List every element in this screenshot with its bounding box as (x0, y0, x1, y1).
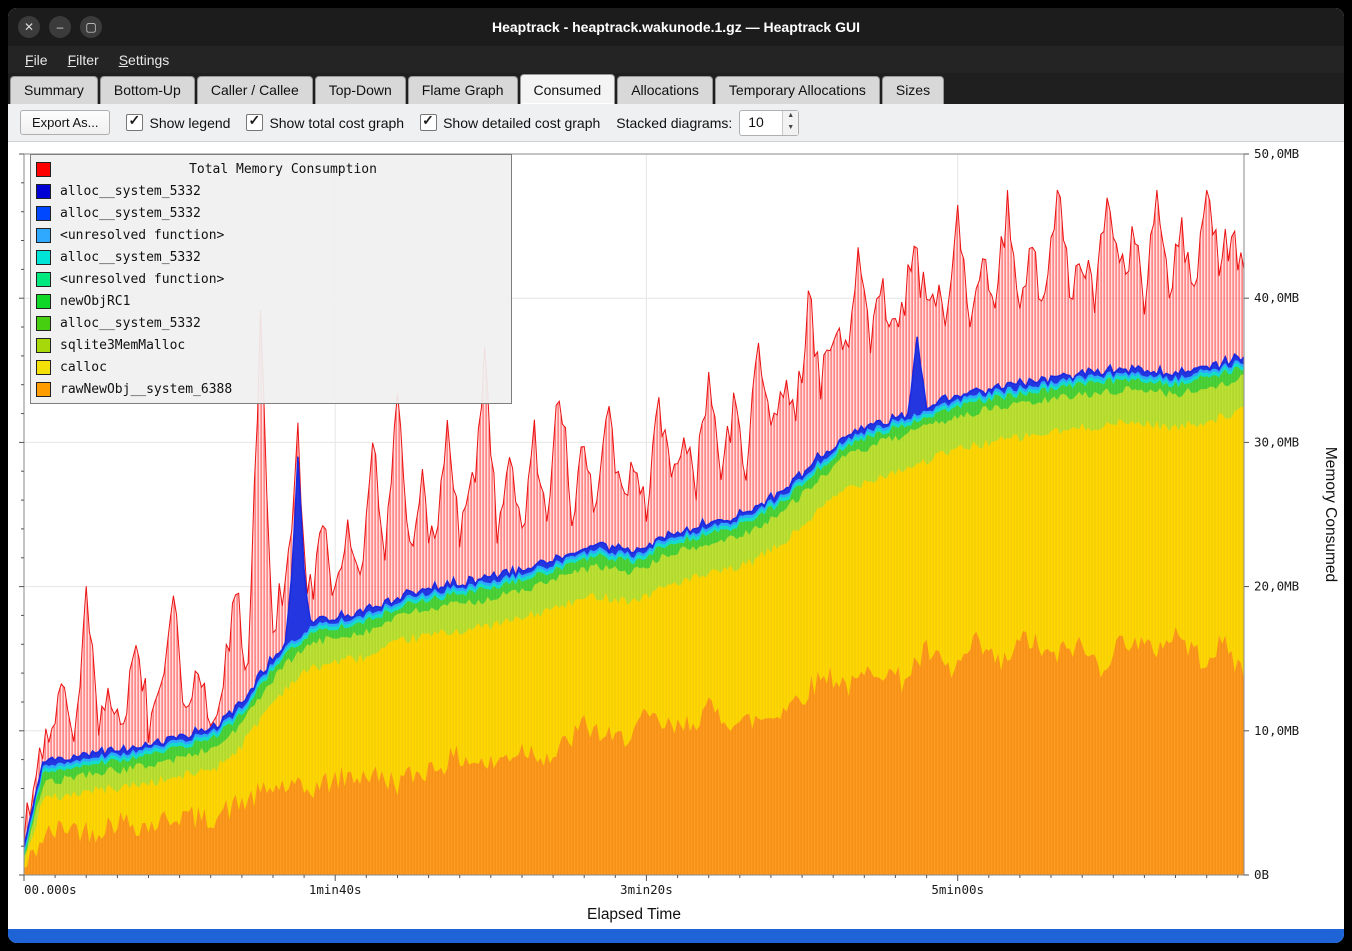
legend-swatch-icon (36, 381, 51, 397)
checkbox-box-icon[interactable] (420, 112, 438, 131)
y-tick-label: 20,0MB (1254, 579, 1299, 594)
x-axis-title: Elapsed Time (587, 906, 681, 923)
legend-item: rawNewObj__system_6388 (36, 378, 506, 400)
x-tick-label: 1min40s (309, 882, 362, 897)
spin-up-icon[interactable]: ▲ (783, 110, 799, 123)
legend-item: newObjRC1 (36, 290, 506, 312)
legend-item: alloc__system_5332 (36, 202, 506, 224)
legend-swatch-icon (36, 249, 51, 265)
legend-swatch-icon (36, 205, 51, 221)
legend-swatch-icon (36, 293, 51, 309)
checkbox-label: Show total cost graph (269, 114, 405, 131)
tab-bottom-up[interactable]: Bottom-Up (99, 76, 195, 104)
close-button[interactable]: ✕ (18, 16, 40, 38)
export-as-button[interactable]: Export As... (20, 110, 111, 135)
legend-label: alloc__system_5332 (60, 183, 201, 199)
menu-filter[interactable]: Filter (67, 51, 99, 68)
legend-swatch-icon (36, 315, 51, 331)
checkbox-show-detailed-cost-graph[interactable]: Show detailed cost graph (420, 112, 601, 131)
minimize-button[interactable]: – (49, 16, 71, 38)
y-tick-label: 10,0MB (1254, 723, 1299, 738)
total-consumption-line (23, 189, 1245, 844)
y-tick-label: 30,0MB (1254, 434, 1299, 449)
window-frame: ✕ – ▢ Heaptrack - heaptrack.wakunode.1.g… (8, 8, 1344, 943)
legend-swatch-icon (36, 271, 51, 287)
maximize-button[interactable]: ▢ (80, 16, 102, 38)
legend-swatch-icon (36, 337, 51, 353)
y-tick-label: 0B (1254, 867, 1269, 882)
bottom-accent-bar (8, 929, 1344, 943)
tab-sizes[interactable]: Sizes (881, 76, 945, 104)
window-title: Heaptrack - heaptrack.wakunode.1.gz — He… (491, 19, 860, 35)
legend-label: newObjRC1 (60, 293, 131, 309)
legend-label: <unresolved function> (60, 227, 225, 243)
y-tick-label: 50,0MB (1254, 146, 1299, 161)
stacked-diagrams-spinbox[interactable]: 10 ▲ ▼ (739, 109, 800, 136)
checkbox-show-legend[interactable]: Show legend (126, 112, 231, 131)
plot-border (23, 153, 1245, 876)
x-tick-label: 5min00s (931, 882, 984, 897)
legend-item: sqlite3MemMalloc (36, 334, 506, 356)
menu-settings[interactable]: Settings (118, 51, 170, 68)
chart-canvas[interactable]: 0B 10,0MB 20,0MB 30,0MB 40,0MB 50,0MB 00.000s 1… (8, 142, 1344, 929)
spin-buttons: ▲ ▼ (782, 110, 799, 135)
x-tick-label: 00.000s (24, 882, 77, 897)
checkbox-label: Show legend (149, 114, 231, 131)
legend-label: alloc__system_5332 (60, 315, 201, 331)
x-tick-label: 3min20s (620, 882, 673, 897)
spin-down-icon[interactable]: ▼ (783, 122, 799, 135)
orange-area (24, 627, 1244, 875)
tab-flame-graph[interactable]: Flame Graph (407, 76, 518, 104)
legend-swatch-icon (36, 183, 51, 199)
checkbox-box-icon[interactable] (246, 112, 264, 131)
tab-bar: Summary Bottom-Up Caller / Callee Top-Down F… (8, 73, 1344, 104)
tab-temporary-allocations[interactable]: Temporary Allocations (714, 76, 880, 104)
legend-title: Total Memory Consumption (189, 161, 377, 177)
checkbox-show-total-cost-graph[interactable]: Show total cost graph (246, 112, 405, 131)
legend-label: alloc__system_5332 (60, 249, 201, 265)
stacked-diagrams-label: Stacked diagrams: (616, 114, 733, 131)
menu-bar: File Filter Settings (8, 46, 1344, 73)
window-controls: ✕ – ▢ (18, 16, 102, 38)
legend-item: alloc__system_5332 (36, 312, 506, 334)
tab-allocations[interactable]: Allocations (617, 76, 713, 104)
toolbar: Export As... Show legend Show total cost … (8, 104, 1344, 142)
legend-swatch-icon (36, 359, 51, 375)
title-bar[interactable]: ✕ – ▢ Heaptrack - heaptrack.wakunode.1.g… (8, 8, 1344, 46)
tab-consumed[interactable]: Consumed (519, 74, 616, 104)
checkbox-group: Show legend Show total cost graph Show det… (126, 112, 601, 131)
stack-top-blue-line (23, 336, 1245, 846)
legend-label: <unresolved function> (60, 271, 225, 287)
legend-swatch-icon (36, 161, 51, 177)
memory-consumption-chart[interactable]: 0B 10,0MB 20,0MB 30,0MB 40,0MB 50,0MB 00.000s 1… (8, 142, 1344, 929)
stacked-diagrams-value[interactable]: 10 (748, 113, 764, 130)
legend-label: alloc__system_5332 (60, 205, 201, 221)
legend-item: alloc__system_5332 (36, 180, 506, 202)
legend-swatch-icon (36, 227, 51, 243)
checkbox-box-icon[interactable] (126, 112, 144, 131)
legend-title-row: Total Memory Consumption (36, 158, 506, 180)
legend-label: rawNewObj__system_6388 (60, 381, 233, 397)
stacked-diagrams-control: Stacked diagrams: 10 ▲ ▼ (616, 109, 800, 136)
legend-item: calloc (36, 356, 506, 378)
chart-legend: Total Memory Consumption alloc__system_53… (30, 154, 512, 404)
y-tick-label: 40,0MB (1254, 290, 1299, 305)
menu-file[interactable]: File (25, 51, 48, 68)
tab-top-down[interactable]: Top-Down (314, 76, 406, 104)
legend-item: <unresolved function> (36, 224, 506, 246)
y-axis-title: Memory Consumed (1322, 447, 1339, 582)
legend-label: sqlite3MemMalloc (60, 337, 186, 353)
checkbox-label: Show detailed cost graph (443, 114, 601, 131)
tab-summary[interactable]: Summary (10, 76, 98, 104)
legend-label: calloc (60, 359, 107, 375)
tab-caller-callee[interactable]: Caller / Callee (196, 76, 313, 104)
legend-item: <unresolved function> (36, 268, 506, 290)
legend-item: alloc__system_5332 (36, 246, 506, 268)
